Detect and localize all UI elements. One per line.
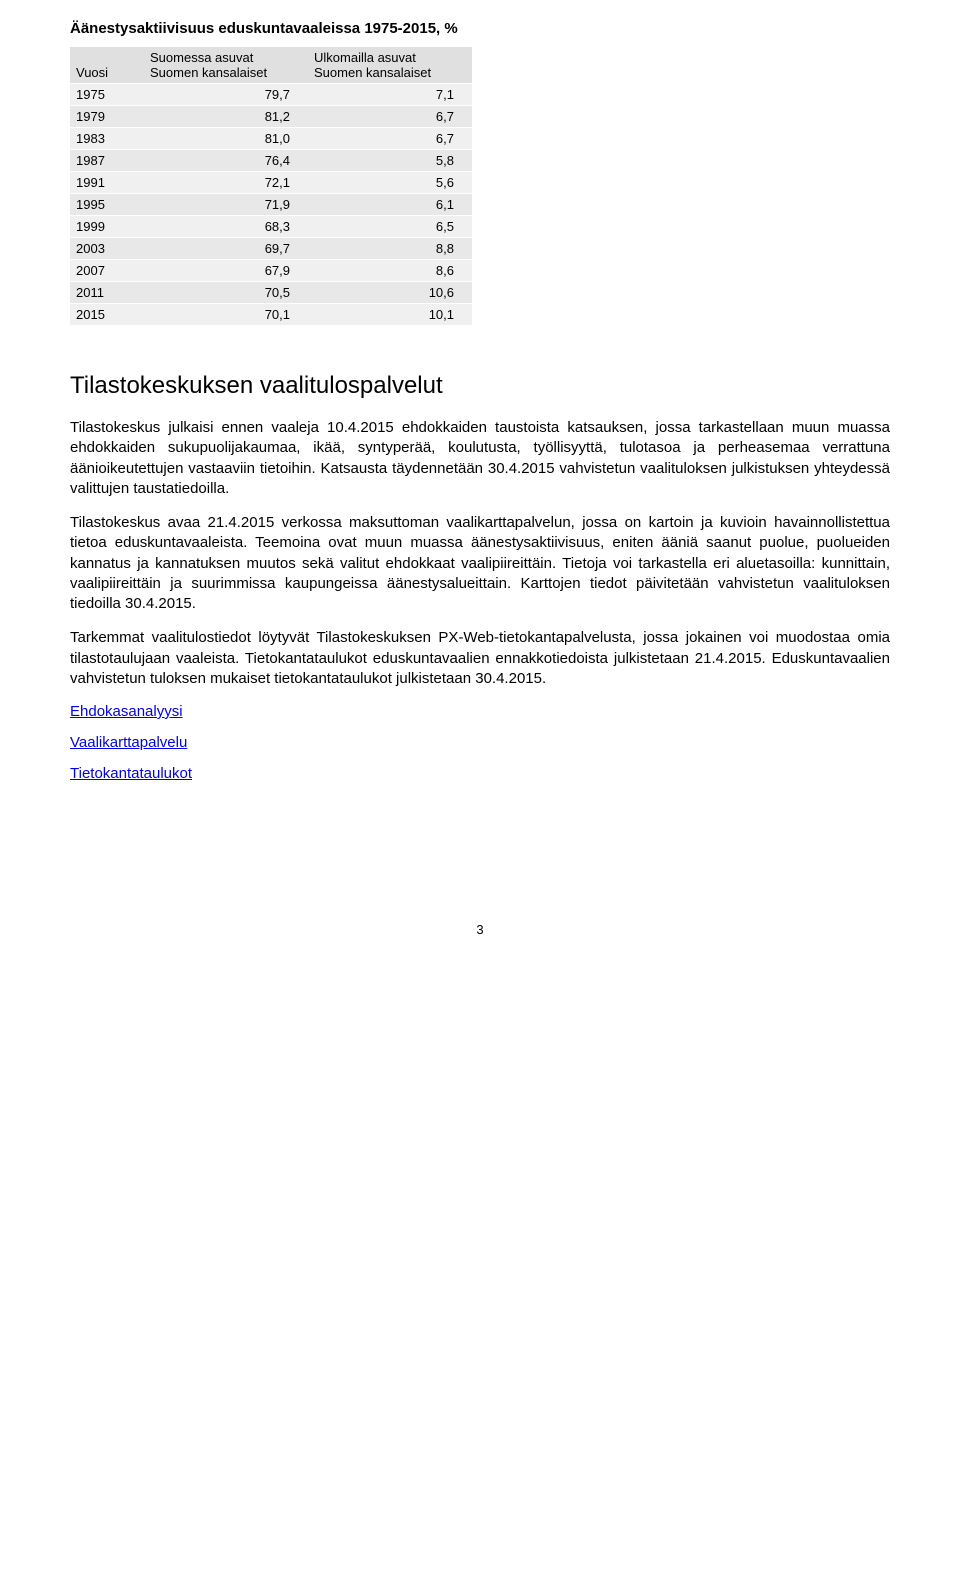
table-row: 2015 70,1 10,1: [70, 304, 472, 326]
cell-year: 1975: [70, 84, 144, 106]
cell-abroad: 10,1: [308, 304, 472, 326]
col-header-year: Vuosi: [70, 47, 144, 84]
cell-domestic: 81,0: [144, 128, 308, 150]
cell-year: 1983: [70, 128, 144, 150]
cell-year: 1987: [70, 150, 144, 172]
paragraph: Tilastokeskus julkaisi ennen vaaleja 10.…: [70, 418, 890, 499]
cell-domestic: 79,7: [144, 84, 308, 106]
cell-year: 2011: [70, 282, 144, 304]
cell-domestic: 69,7: [144, 238, 308, 260]
cell-abroad: 8,8: [308, 238, 472, 260]
cell-domestic: 71,9: [144, 194, 308, 216]
table-row: 1999 68,3 6,5: [70, 216, 472, 238]
section-heading: Tilastokeskuksen vaalitulospalvelut: [70, 372, 890, 400]
cell-domestic: 72,1: [144, 172, 308, 194]
cell-abroad: 8,6: [308, 260, 472, 282]
cell-abroad: 7,1: [308, 84, 472, 106]
paragraph: Tarkemmat vaalitulostiedot löytyvät Tila…: [70, 628, 890, 689]
cell-abroad: 5,6: [308, 172, 472, 194]
cell-abroad: 10,6: [308, 282, 472, 304]
page-number: 3: [70, 922, 890, 937]
cell-abroad: 6,1: [308, 194, 472, 216]
cell-year: 2003: [70, 238, 144, 260]
table-row: 1987 76,4 5,8: [70, 150, 472, 172]
turnout-table: Vuosi Suomessa asuvat Suomen kansalaiset…: [70, 47, 472, 326]
link-vaalikarttapalvelu[interactable]: Vaalikarttapalvelu: [70, 734, 890, 751]
cell-domestic: 70,1: [144, 304, 308, 326]
table-row: 1995 71,9 6,1: [70, 194, 472, 216]
table-row: 2003 69,7 8,8: [70, 238, 472, 260]
cell-year: 1995: [70, 194, 144, 216]
cell-year: 2007: [70, 260, 144, 282]
col-header-abroad: Ulkomailla asuvat Suomen kansalaiset: [308, 47, 472, 84]
cell-domestic: 76,4: [144, 150, 308, 172]
cell-year: 2015: [70, 304, 144, 326]
table-row: 1975 79,7 7,1: [70, 84, 472, 106]
cell-abroad: 6,5: [308, 216, 472, 238]
cell-abroad: 5,8: [308, 150, 472, 172]
col-header-domestic: Suomessa asuvat Suomen kansalaiset: [144, 47, 308, 84]
cell-year: 1991: [70, 172, 144, 194]
link-ehdokasanalyysi[interactable]: Ehdokasanalyysi: [70, 703, 890, 720]
table-row: 2011 70,5 10,6: [70, 282, 472, 304]
cell-year: 1999: [70, 216, 144, 238]
table-title: Äänestysaktiivisuus eduskuntavaaleissa 1…: [70, 20, 890, 37]
cell-year: 1979: [70, 106, 144, 128]
table-row: 1991 72,1 5,6: [70, 172, 472, 194]
table-row: 1979 81,2 6,7: [70, 106, 472, 128]
cell-abroad: 6,7: [308, 128, 472, 150]
table-row: 2007 67,9 8,6: [70, 260, 472, 282]
cell-abroad: 6,7: [308, 106, 472, 128]
link-tietokantataulukot[interactable]: Tietokantataulukot: [70, 765, 890, 782]
cell-domestic: 81,2: [144, 106, 308, 128]
cell-domestic: 67,9: [144, 260, 308, 282]
cell-domestic: 68,3: [144, 216, 308, 238]
cell-domestic: 70,5: [144, 282, 308, 304]
paragraph: Tilastokeskus avaa 21.4.2015 verkossa ma…: [70, 513, 890, 614]
table-row: 1983 81,0 6,7: [70, 128, 472, 150]
